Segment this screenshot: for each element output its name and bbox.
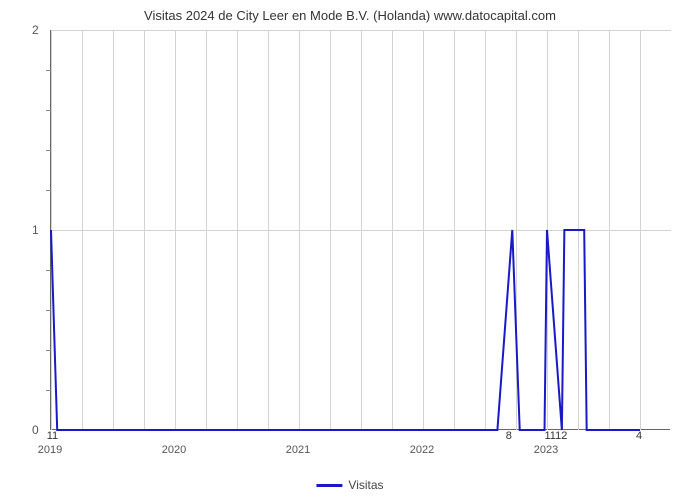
y-minor-dash <box>46 150 51 151</box>
y-minor-dash <box>46 350 51 351</box>
chart-title: Visitas 2024 de City Leer en Mode B.V. (… <box>0 0 700 23</box>
chart-container: 012 20192020202120222023 11811124 <box>50 30 670 430</box>
x-value-label: 1112 <box>544 430 567 442</box>
legend: Visitas <box>316 478 383 492</box>
legend-label: Visitas <box>348 478 383 492</box>
x-year-label: 2019 <box>38 444 62 456</box>
line-series <box>51 30 671 430</box>
plot-area <box>50 30 670 430</box>
x-value-label: 4 <box>636 430 642 442</box>
y-tick-label: 2 <box>32 23 39 37</box>
y-minor-dash <box>46 270 51 271</box>
y-minor-dash <box>46 190 51 191</box>
x-year-label: 2023 <box>534 444 558 456</box>
y-minor-dash <box>46 70 51 71</box>
x-year-label: 2022 <box>410 444 434 456</box>
y-tick-label: 1 <box>32 223 39 237</box>
y-minor-dash <box>46 390 51 391</box>
x-value-label: 8 <box>506 430 512 442</box>
y-minor-dash <box>46 310 51 311</box>
legend-swatch <box>316 484 342 487</box>
x-year-label: 2021 <box>286 444 310 456</box>
y-tick-label: 0 <box>32 423 39 437</box>
y-minor-dash <box>46 110 51 111</box>
x-value-label: 11 <box>47 430 58 442</box>
x-year-label: 2020 <box>162 444 186 456</box>
